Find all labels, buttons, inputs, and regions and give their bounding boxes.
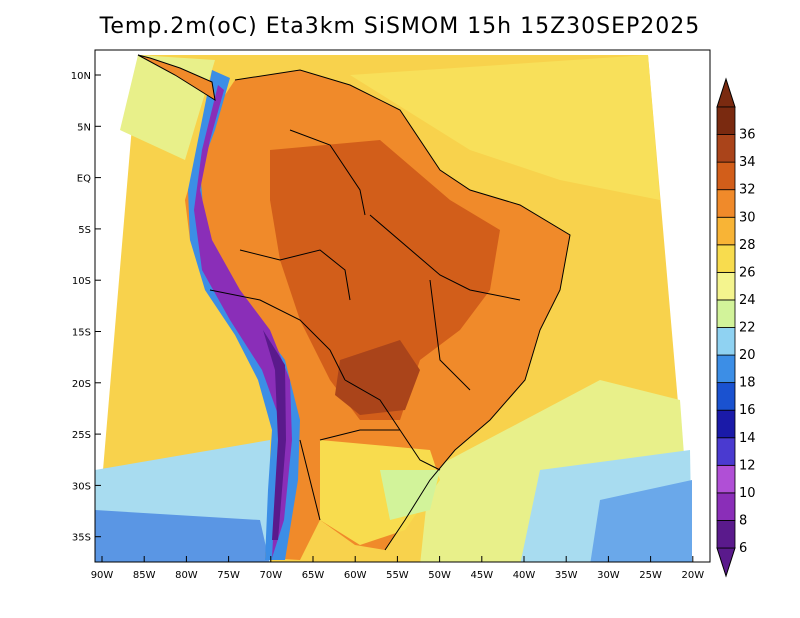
hottest-core [335,340,420,415]
colorbar-label: 22 [739,321,756,336]
colorbar-swatch [716,271,736,301]
latitude-axis: 10N 5N EQ 5S 10S 15S 20S 25S 30S 35S [71,71,101,544]
lon-tick-label: 90W [91,570,114,581]
colorbar-swatch [716,299,736,328]
colorbar-label: 32 [739,183,756,198]
colorbar-swatch [716,161,736,191]
colorbar-swatch [716,382,736,411]
colorbar-label: 28 [739,238,756,253]
colorbar-swatch [716,520,736,549]
colorbar-swatch [716,437,736,466]
colorbar-label: 18 [739,376,756,391]
colorbar-label: 20 [739,348,756,363]
map-frame [94,49,711,563]
colorbar: 6 8 10 12 14 16 18 20 22 24 26 28 30 32 34 36 [716,77,756,578]
lon-tick-label: 40W [513,570,536,581]
colorbar-swatch [716,354,736,384]
lat-tick-label: 10N [71,71,91,82]
map-title: Temp.2m(oC) Eta3km SiSMOM 15h 15Z30SEP20… [99,14,701,39]
colorbar-swatch [716,189,736,218]
colorbar-swatch [716,244,736,273]
colorbar-swatch [716,327,736,356]
lat-tick-label: 15S [72,328,91,339]
colorbar-low-arrow [716,547,736,578]
lon-tick-label: 20W [681,570,704,581]
colorbar-label: 24 [739,293,756,308]
lat-tick-label: 30S [72,481,91,492]
pacific-colder [95,510,270,562]
lat-tick-label: 5N [77,122,91,133]
lon-tick-label: 55W [386,570,409,581]
andes-colder [194,85,292,558]
longitude-axis: 90W 85W 80W 75W 70W 65W 60W 55W 50W 45W 40W 35W 30W 2… [91,556,704,581]
lat-tick-label: EQ [77,174,91,185]
lat-tick-label: 10S [72,276,91,287]
colorbar-high-arrow [716,77,736,108]
colorbar-label: 6 [739,541,747,556]
lon-tick-label: 85W [133,570,156,581]
country-borders [209,69,571,551]
uruguay-cool [380,470,440,520]
lon-tick-label: 25W [639,570,662,581]
lon-tick-label: 65W [302,570,325,581]
lon-tick-label: 75W [217,570,240,581]
southern-cone-cool [320,440,440,545]
colorbar-swatch [716,464,736,494]
map-area [95,54,692,562]
lon-tick-label: 35W [555,570,578,581]
lat-tick-label: 20S [72,379,91,390]
lon-tick-label: 50W [428,570,451,581]
lat-tick-label: 5S [78,225,91,236]
colorbar-label: 8 [739,513,747,528]
andes-coldest [263,330,286,540]
colorbar-label: 26 [739,265,756,280]
colorbar-swatch [716,409,736,439]
lon-tick-label: 60W [344,570,367,581]
ocean-cold-southeast [590,480,692,562]
hot-interior [270,140,500,420]
colorbar-label: 36 [739,128,756,143]
colorbar-label: 14 [739,431,756,446]
lat-tick-label: 35S [72,533,91,544]
colorbar-swatch [716,216,736,246]
lon-tick-label: 80W [175,570,198,581]
lat-tick-label: 25S [72,430,91,441]
colorbar-swatch [716,492,736,521]
colorbar-label: 30 [739,210,756,225]
lon-tick-label: 30W [597,570,620,581]
colorbar-label: 16 [739,403,756,418]
ocean-warm-north [350,55,660,200]
lon-tick-label: 45W [470,570,493,581]
colorbar-swatch [716,134,736,163]
colorbar-label: 12 [739,458,756,473]
colorbar-label: 10 [739,486,756,501]
colorbar-swatch [716,106,736,135]
lon-tick-label: 70W [259,570,282,581]
colorbar-label: 34 [739,155,756,170]
central-america [137,54,216,102]
